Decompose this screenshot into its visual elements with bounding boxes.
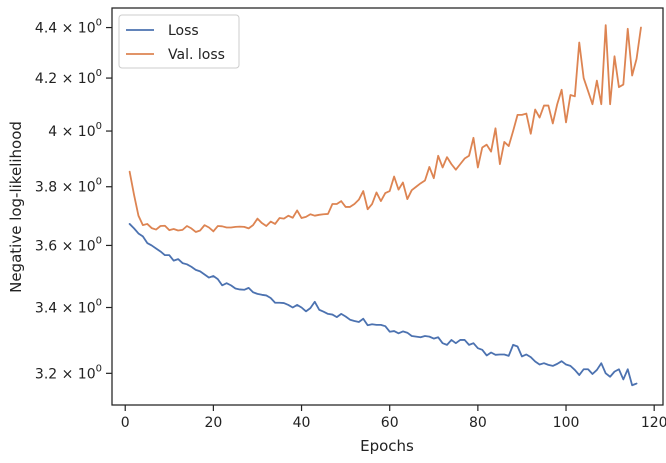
y-tick-label: 3.6 × 100: [35, 235, 102, 254]
x-tick-label: 100: [553, 415, 580, 431]
plot-background: [112, 8, 663, 405]
y-tick-label: 4.2 × 100: [35, 68, 102, 87]
series-line-loss: [128, 223, 638, 387]
legend: Loss Val. loss: [118, 14, 240, 69]
x-axis: 0 20 40 60 80 100 120: [121, 405, 666, 431]
plot-frame: [111, 7, 664, 406]
series-line-val-loss: [128, 24, 642, 233]
y-tick-label: 4.4 × 100: [35, 18, 102, 37]
x-tick-label: 60: [381, 415, 399, 431]
y-tick-label: 3.8 × 100: [35, 177, 102, 196]
y-tick-label: 3.2 × 100: [35, 363, 102, 382]
series-layer: [128, 24, 642, 387]
y-axis-label: Negative log-likelihood: [7, 121, 25, 293]
y-tick-label: 4 × 100: [48, 121, 102, 140]
x-tick-label: 0: [121, 415, 130, 431]
x-axis-label: Epochs: [360, 437, 414, 455]
legend-label-loss: Loss: [168, 23, 199, 39]
y-tick-label: 3.4 × 100: [35, 298, 102, 317]
x-tick-label: 40: [293, 415, 311, 431]
y-axis: 3.2 × 100 3.4 × 100 3.6 × 100 3.8 × 100 4 × …: [35, 18, 112, 382]
legend-label-val-loss: Val. loss: [168, 47, 225, 63]
x-tick-label: 120: [641, 415, 666, 431]
x-tick-label: 20: [204, 415, 222, 431]
x-tick-label: 80: [469, 415, 487, 431]
